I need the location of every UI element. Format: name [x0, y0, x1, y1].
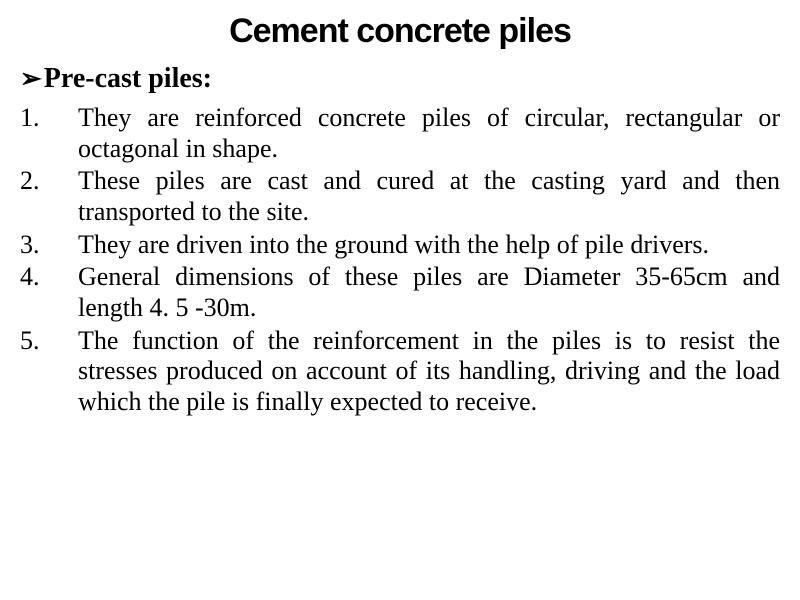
numbered-list: 1. They are reinforced concrete piles of… — [20, 103, 780, 418]
arrow-bullet-icon: ➢ — [20, 66, 42, 92]
list-item-number: 5. — [20, 326, 78, 418]
page-title: Cement concrete piles — [20, 12, 780, 51]
list-item: 1. They are reinforced concrete piles of… — [20, 103, 780, 164]
list-item-text: They are reinforced concrete piles of ci… — [78, 103, 780, 164]
list-item-text: They are driven into the ground with the… — [78, 230, 780, 261]
list-item-number: 1. — [20, 103, 78, 164]
list-item-number: 3. — [20, 230, 78, 261]
subtitle-row: ➢ Pre-cast piles: — [20, 63, 780, 95]
list-item: 3. They are driven into the ground with … — [20, 230, 780, 261]
list-item-text: General dimensions of these piles are Di… — [78, 262, 780, 323]
list-item: 4. General dimensions of these piles are… — [20, 262, 780, 323]
subtitle: Pre-cast piles: — [44, 63, 212, 95]
list-item-text: The function of the reinforcement in the… — [78, 326, 780, 418]
list-item: 5. The function of the reinforcement in … — [20, 326, 780, 418]
list-item-number: 4. — [20, 262, 78, 323]
list-item-text: These piles are cast and cured at the ca… — [78, 166, 780, 227]
list-item-number: 2. — [20, 166, 78, 227]
list-item: 2. These piles are cast and cured at the… — [20, 166, 780, 227]
